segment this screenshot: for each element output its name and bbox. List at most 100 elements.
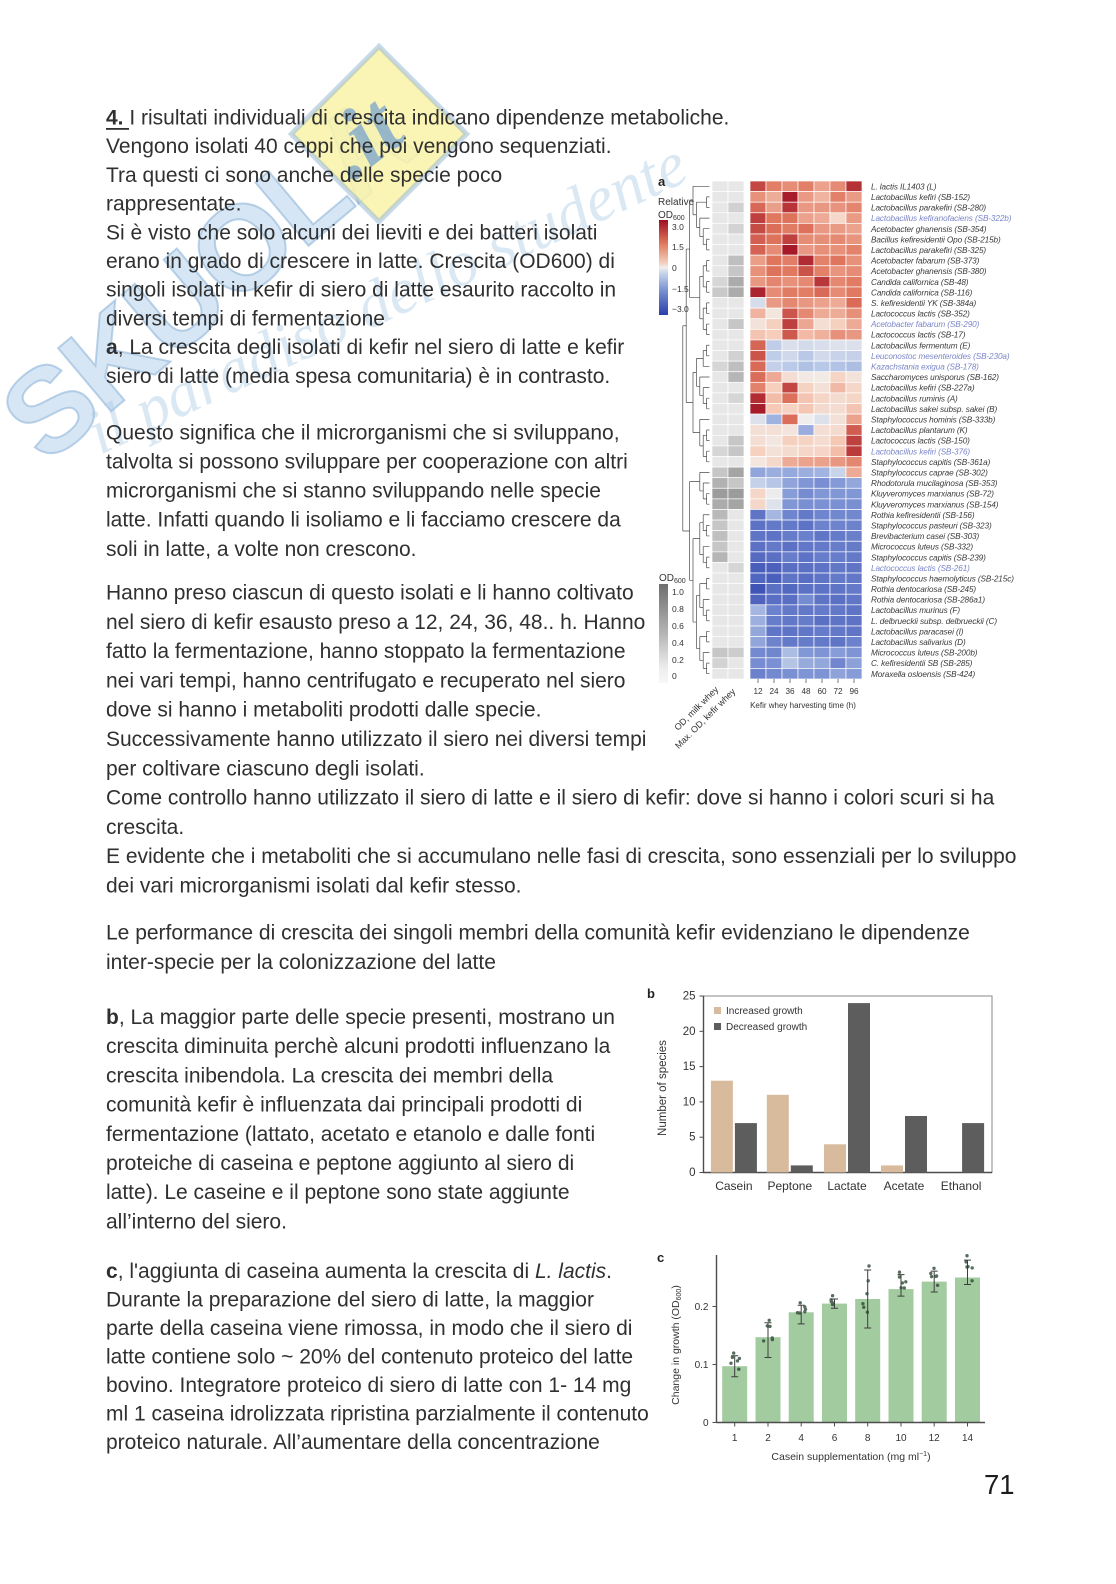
svg-text:Lactobacillus fermentum (E): Lactobacillus fermentum (E) [871, 341, 971, 350]
svg-text:erano in grado di crescere in: erano in grado di crescere in latte. Cre… [106, 250, 615, 273]
svg-text:Brevibacterium casei (SB-303): Brevibacterium casei (SB-303) [871, 532, 980, 541]
svg-text:1: 1 [732, 1433, 738, 1444]
svg-text:0: 0 [672, 263, 677, 273]
svg-text:Casein supplementation (mg ml−: Casein supplementation (mg ml−1) [771, 1451, 930, 1463]
svg-text:Acetobacter ghanensis (SB-354): Acetobacter ghanensis (SB-354) [870, 225, 987, 234]
svg-text:latte). Le caseine e il pepton: latte). Le caseine e il peptone sono sta… [106, 1181, 570, 1204]
svg-text:latte contiene solo ~ 20% del: latte contiene solo ~ 20% del contenuto … [106, 1346, 633, 1369]
svg-text:Vengono isolati 40 ceppi che p: Vengono isolati 40 ceppi che poi vengono… [106, 135, 612, 158]
svg-text:proteiche di caseina e peptone: proteiche di caseina e peptone aggiunto … [106, 1152, 574, 1175]
svg-text:Staphylococcus pasteuri (SB-32: Staphylococcus pasteuri (SB-323) [871, 521, 992, 530]
svg-text:1.0: 1.0 [672, 587, 684, 597]
svg-text:0.2: 0.2 [672, 655, 684, 665]
svg-text:Acetobacter fabarum (SB-373): Acetobacter fabarum (SB-373) [870, 257, 980, 266]
svg-text:Hanno preso ciascun di questo: Hanno preso ciascun di questo isolati e … [106, 582, 634, 605]
svg-text:b: b [647, 986, 655, 1001]
svg-text:0.2: 0.2 [695, 1302, 709, 1313]
svg-text:Kazachstania exigua (SB-178): Kazachstania exigua (SB-178) [871, 363, 979, 372]
svg-text:Staphylococcus haemolyticus (S: Staphylococcus haemolyticus (SB-215c) [871, 574, 1014, 583]
svg-text:diversi tempi di fermentazione: diversi tempi di fermentazione [106, 307, 385, 330]
svg-text:Rhodotorula mucilaginosa (SB-3: Rhodotorula mucilaginosa (SB-353) [871, 479, 998, 488]
svg-text:Bacillus kefiresidentii Opo (S: Bacillus kefiresidentii Opo (SB-215b) [871, 235, 1001, 244]
svg-text:Change in growth (OD600): Change in growth (OD600) [670, 1285, 683, 1405]
svg-text:Candida californica (SB-48): Candida californica (SB-48) [871, 278, 969, 287]
svg-text:b, La maggior parte delle spec: b, La maggior parte delle specie present… [106, 1006, 615, 1029]
svg-text:−3.0: −3.0 [672, 304, 689, 314]
svg-text:1.5: 1.5 [672, 242, 684, 252]
svg-text:Candida californica (SB-116): Candida californica (SB-116) [871, 288, 973, 297]
svg-text:Rothia dentocariosa (SB-286a1): Rothia dentocariosa (SB-286a1) [871, 596, 985, 605]
svg-text:soli in latte, a volte non cre: soli in latte, a volte non crescono. [106, 538, 417, 561]
svg-text:72: 72 [833, 687, 843, 696]
svg-text:15: 15 [683, 1061, 696, 1073]
svg-text:Casein: Casein [715, 1179, 752, 1193]
svg-text:Kluyveromyces marxianus (SB-15: Kluyveromyces marxianus (SB-154) [871, 500, 999, 509]
svg-text:20: 20 [683, 1026, 696, 1038]
svg-text:0: 0 [689, 1167, 695, 1179]
svg-text:L. delbrueckii subsp. delbruec: L. delbrueckii subsp. delbrueckii (C) [871, 617, 997, 626]
svg-text:Staphylococcus hominis (SB-333: Staphylococcus hominis (SB-333b) [871, 416, 996, 425]
svg-text:Lactobacillus kefiri (SB-376): Lactobacillus kefiri (SB-376) [871, 447, 970, 456]
svg-text:Peptone: Peptone [767, 1179, 812, 1193]
svg-text:Decreased growth: Decreased growth [726, 1022, 807, 1033]
svg-text:Lactobacillus kefiranofaciens: Lactobacillus kefiranofaciens (SB-322b) [871, 214, 1012, 223]
svg-text:Come controllo hanno utilizzat: Come controllo hanno utilizzato il siero… [106, 787, 995, 810]
svg-text:0.8: 0.8 [672, 604, 684, 614]
svg-text:Tra questi ci sono anche delle: Tra questi ci sono anche delle specie po… [106, 164, 502, 187]
svg-text:siero di latte (media spesa co: siero di latte (media spesa comunitaria)… [106, 365, 610, 388]
svg-text:a, La crescita degli isolati d: a, La crescita degli isolati di kefir ne… [106, 336, 624, 359]
svg-text:Lactobacillus salivarius (D): Lactobacillus salivarius (D) [871, 638, 966, 647]
svg-text:0: 0 [672, 671, 677, 681]
svg-text:0.1: 0.1 [695, 1360, 709, 1371]
svg-text:comunità kefir è influenzata d: comunità kefir è influenzata dai princip… [106, 1094, 582, 1117]
svg-text:Le performance di crescita dei: Le performance di crescita dei singoli m… [106, 922, 970, 945]
svg-text:6: 6 [832, 1433, 838, 1444]
svg-text:c, l'aggiunta di caseina aumen: c, l'aggiunta di caseina aumenta la cres… [106, 1260, 612, 1283]
svg-text:fermentazione (lattato, acetat: fermentazione (lattato, acetato e etanol… [106, 1123, 595, 1146]
svg-text:Lactobacillus parakefiri (SB-3: Lactobacillus parakefiri (SB-325) [871, 246, 986, 255]
svg-text:Lactobacillus murinus (F): Lactobacillus murinus (F) [871, 606, 960, 615]
svg-text:Lactobacillus paracasei (I): Lactobacillus paracasei (I) [871, 627, 964, 636]
svg-text:Lactobacillus kefiri (SB-227a): Lactobacillus kefiri (SB-227a) [871, 384, 975, 393]
svg-text:crescita diminuita perchè alcu: crescita diminuita perchè alcuni prodott… [106, 1035, 611, 1058]
svg-text:crescita inibendola. La cresci: crescita inibendola. La crescita dei mem… [106, 1064, 553, 1087]
svg-text:Rothia dentocariosa (SB-245): Rothia dentocariosa (SB-245) [871, 585, 976, 594]
svg-text:Kefir whey harvesting time (h): Kefir whey harvesting time (h) [750, 701, 856, 710]
svg-text:10: 10 [683, 1096, 696, 1108]
svg-text:L. lactis IL1403 (L): L. lactis IL1403 (L) [871, 182, 937, 191]
svg-text:Lactate: Lactate [827, 1179, 867, 1193]
svg-text:Acetobacter fabarum (SB-290): Acetobacter fabarum (SB-290) [870, 320, 980, 329]
svg-text:2: 2 [765, 1433, 771, 1444]
svg-text:Lactobacillus plantarum (K): Lactobacillus plantarum (K) [871, 426, 968, 435]
svg-text:per coltivare ciascuno degli i: per coltivare ciascuno degli isolati. [106, 757, 425, 780]
svg-text:5: 5 [689, 1132, 695, 1144]
svg-text:3.0: 3.0 [672, 222, 684, 232]
svg-text:a: a [658, 174, 666, 189]
svg-text:10: 10 [895, 1433, 907, 1444]
svg-text:microrganismi che si stanno sv: microrganismi che si stanno sviluppando … [106, 480, 601, 503]
svg-text:inter-specie per la colonizzaz: inter-specie per la colonizzazione del l… [106, 951, 496, 974]
svg-text:nel siero di kefir esausto pre: nel siero di kefir esausto preso a 12, 2… [106, 611, 645, 634]
svg-text:48: 48 [801, 687, 811, 696]
svg-text:nei vari tempi, hanno centrifu: nei vari tempi, hanno centrifugato e rec… [106, 669, 625, 692]
svg-text:parte della caseina viene rimo: parte della caseina viene rimossa, in mo… [106, 1317, 632, 1340]
svg-text:Staphylococcus capitis (SB-361: Staphylococcus capitis (SB-361a) [871, 458, 991, 467]
svg-text:rappresentate.: rappresentate. [106, 193, 241, 216]
svg-text:proteico naturale. All’aumenta: proteico naturale. All’aumentare della c… [106, 1431, 600, 1454]
svg-text:Durante la preparazione del si: Durante la preparazione del siero di lat… [106, 1289, 594, 1312]
svg-text:crescita.: crescita. [106, 816, 184, 839]
svg-text:4. I risultati individuali di: 4. I risultati individuali di crescita i… [106, 107, 729, 130]
svg-text:0.6: 0.6 [672, 621, 684, 631]
svg-text:Moraxella osloensis (SB-424): Moraxella osloensis (SB-424) [871, 670, 976, 679]
svg-text:E evidente che i metaboliti ch: E evidente che i metaboliti che si accum… [106, 845, 1017, 868]
svg-text:singoli isolati in kefir di si: singoli isolati in kefir di siero di lat… [106, 279, 616, 302]
svg-text:Lactococcus lactis (SB-261): Lactococcus lactis (SB-261) [871, 564, 970, 573]
svg-text:Si è visto che solo alcuni dei: Si è visto che solo alcuni dei lieviti e… [106, 221, 597, 244]
svg-text:25: 25 [683, 991, 696, 1003]
svg-text:dei vari microrganismi isolati: dei vari microrganismi isolati dal kefir… [106, 875, 521, 898]
svg-text:Lactobacillus sakei subsp. sak: Lactobacillus sakei subsp. sakei (B) [871, 405, 997, 414]
svg-text:dove si hanno i metaboliti pro: dove si hanno i metaboliti prodotti dall… [106, 699, 541, 722]
svg-text:8: 8 [865, 1433, 871, 1444]
svg-text:60: 60 [817, 687, 827, 696]
svg-text:24: 24 [769, 687, 779, 696]
